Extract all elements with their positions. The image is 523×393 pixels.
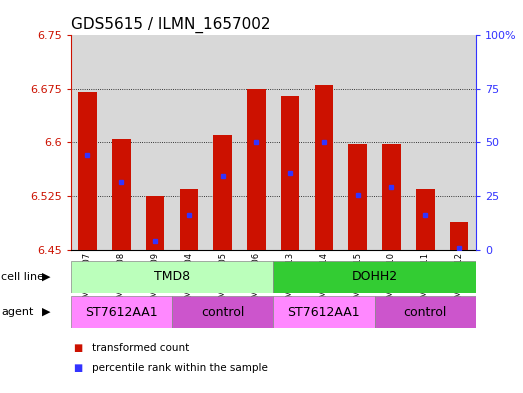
- Bar: [315, 85, 333, 250]
- Bar: [146, 196, 164, 250]
- Text: percentile rank within the sample: percentile rank within the sample: [92, 363, 267, 373]
- Bar: [172, 296, 273, 328]
- Bar: [348, 144, 367, 250]
- Text: ■: ■: [73, 343, 83, 353]
- Bar: [307, 35, 341, 250]
- Bar: [138, 35, 172, 250]
- Bar: [112, 139, 131, 250]
- Text: ■: ■: [73, 363, 83, 373]
- Bar: [416, 189, 435, 250]
- Bar: [78, 92, 97, 250]
- Bar: [172, 35, 206, 250]
- Bar: [341, 35, 374, 250]
- Text: cell line: cell line: [1, 272, 44, 282]
- Text: transformed count: transformed count: [92, 343, 189, 353]
- Bar: [105, 35, 138, 250]
- Bar: [213, 135, 232, 250]
- Text: ST7612AA1: ST7612AA1: [288, 305, 360, 319]
- Bar: [450, 222, 468, 250]
- Text: control: control: [404, 305, 447, 319]
- Bar: [71, 261, 273, 293]
- Bar: [374, 35, 408, 250]
- Text: TMD8: TMD8: [154, 270, 190, 283]
- Bar: [273, 35, 307, 250]
- Text: DOHH2: DOHH2: [351, 270, 397, 283]
- Bar: [247, 89, 266, 250]
- Bar: [273, 261, 476, 293]
- Bar: [240, 35, 273, 250]
- Bar: [281, 96, 300, 250]
- Bar: [71, 35, 105, 250]
- Bar: [71, 296, 172, 328]
- Text: agent: agent: [1, 307, 33, 317]
- Bar: [273, 296, 374, 328]
- Bar: [442, 35, 476, 250]
- Bar: [408, 35, 442, 250]
- Text: ▶: ▶: [42, 307, 50, 317]
- Text: GDS5615 / ILMN_1657002: GDS5615 / ILMN_1657002: [71, 17, 270, 33]
- Bar: [382, 144, 401, 250]
- Bar: [179, 189, 198, 250]
- Text: ST7612AA1: ST7612AA1: [85, 305, 157, 319]
- Text: ▶: ▶: [42, 272, 50, 282]
- Bar: [206, 35, 240, 250]
- Text: control: control: [201, 305, 244, 319]
- Bar: [374, 296, 476, 328]
